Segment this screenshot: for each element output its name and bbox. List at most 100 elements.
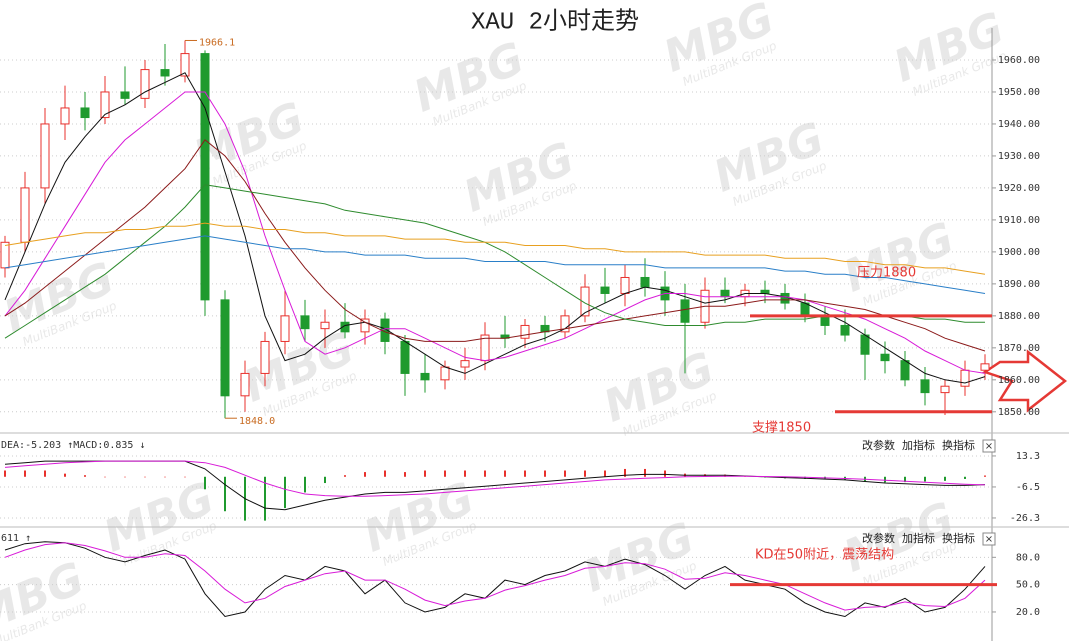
candle-body [780,292,790,304]
series-line [4,222,986,275]
candle-body [160,69,170,77]
y-tick-label: 1930.00 [998,151,1040,162]
candle-body [0,241,10,269]
series-line [4,542,986,611]
toolbar-button[interactable]: 加指标 [902,531,935,545]
series-line [4,91,986,374]
candle-body [260,340,270,374]
macd-bar [964,476,966,479]
macd-bar [544,470,546,477]
candle-body [960,369,970,387]
candle-body [360,318,370,333]
y-tick-label: 1900.00 [998,247,1040,258]
y-tick-label: 1890.00 [998,279,1040,290]
candle-body [640,276,650,288]
macd-bar [524,470,526,477]
series-line [4,460,986,497]
y-tick-label: 1860.00 [998,375,1040,386]
macd-bar [284,476,286,509]
macd-bar [264,476,266,521]
macd-bar [304,476,306,493]
macd-bar [424,470,426,477]
y-tick-label: 1870.00 [998,343,1040,354]
macd-bar [904,476,906,483]
level-label: 支撑1850 [752,421,811,436]
toolbar-button[interactable]: 换指标 [942,531,975,545]
macd-bar [184,476,186,478]
y-tick-label: 80.0 [1016,552,1040,563]
y-tick-label: 20.0 [1016,607,1040,618]
candle-body [420,372,430,381]
candle-body [220,299,230,397]
macd-bar [564,470,566,477]
toolbar-button[interactable]: 加指标 [902,438,935,452]
candle-body [180,53,190,77]
candle-body [680,299,690,323]
candle-body [300,315,310,330]
macd-bar [224,476,226,512]
candle-body [200,53,210,301]
candle-body [60,107,70,125]
level-label: KD在50附近，震荡结构 [755,548,894,563]
y-tick-label: 1880.00 [998,311,1040,322]
direction-arrow [982,349,1068,413]
y-tick-label: -6.5 [1016,482,1040,493]
close-box[interactable] [982,532,996,546]
macd-bar [644,468,646,477]
candle-body [520,324,530,339]
y-tick-label: 1950.00 [998,87,1040,98]
macd-bar [4,470,6,477]
candle-body [600,286,610,294]
close-button[interactable]: × [985,441,993,452]
macd-bar [44,470,46,477]
macd-bar [324,476,326,484]
candle-body [340,321,350,333]
candle-body [840,324,850,336]
series-line [4,139,986,352]
macd-bar [984,475,986,477]
candle-body [20,187,30,243]
candle-body [440,366,450,381]
candle-body [720,289,730,298]
macd-bar [604,470,606,477]
extreme-label: 1966.1 [199,37,235,48]
macd-bar [364,472,366,477]
candle-body [620,276,630,294]
macd-bar [584,470,586,477]
y-tick-label: -26.3 [1010,513,1040,524]
toolbar-button[interactable]: 换指标 [942,438,975,452]
candle-body [240,372,250,397]
y-tick-label: 13.3 [1016,451,1040,462]
candle-body [860,334,870,355]
candle-body [760,289,770,294]
toolbar-button[interactable]: 改参数 [862,438,895,452]
toolbar-button[interactable]: 改参数 [862,531,895,545]
candle-body [120,91,130,99]
candle-body [940,385,950,394]
macd-bar [624,468,626,477]
y-tick-label: 1960.00 [998,55,1040,66]
y-tick-label: 1940.00 [998,119,1040,130]
macd-bar [444,470,446,477]
macd-bar [504,470,506,477]
close-box[interactable] [982,439,996,453]
macd-bar [464,470,466,477]
candle-body [880,353,890,362]
macd-bar [404,472,406,477]
candle-body [320,321,330,330]
y-tick-label: 1920.00 [998,183,1040,194]
candle-body [100,91,110,119]
macd-bar [944,476,946,481]
candle-body [40,123,50,189]
macd-bar [24,470,26,477]
close-button[interactable]: × [985,534,993,545]
series-line [4,235,986,294]
candle-body [560,315,570,333]
macd-bar [384,470,386,477]
plot: 1850.00 1860.00 1870.00 1880.00 1890.00 1900.… [0,37,1040,618]
macd-bar [84,475,86,477]
macd-bar [344,475,346,477]
candle-body [140,69,150,99]
